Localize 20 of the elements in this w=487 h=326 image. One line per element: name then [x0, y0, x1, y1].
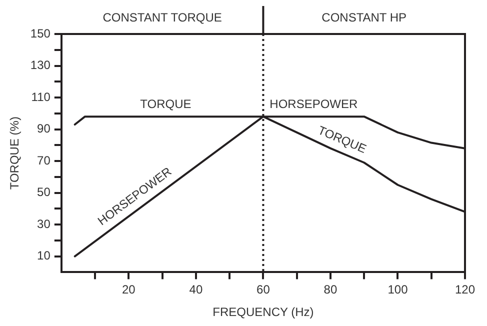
x-tick-label: 20	[122, 282, 136, 297]
x-tick-label: 40	[189, 282, 203, 297]
text: CONSTANT TORQUE	[102, 10, 222, 24]
text: CONSTANT HP	[322, 10, 407, 24]
x-axis-title: FREQUENCY (Hz)	[212, 305, 314, 320]
y-tick-label: 50	[37, 185, 51, 200]
y-axis-title: TORQUE (%)	[8, 116, 22, 190]
x-tick-label: 80	[324, 282, 338, 297]
y-tick-label: 70	[37, 153, 51, 168]
y-tick-label: 90	[37, 122, 51, 136]
y-tick-label: 30	[37, 216, 51, 231]
y-tick-label: 110	[31, 90, 51, 104]
x-tick-label: 60	[256, 282, 270, 297]
annotation: HORSEPOWER	[270, 96, 358, 111]
y-tick-label: 150	[30, 26, 51, 40]
annotation: TORQUE	[140, 96, 192, 111]
y-tick-label: 10	[37, 248, 51, 263]
x-tick-label: 120	[454, 282, 476, 297]
y-tick-label: 130	[30, 58, 51, 72]
x-tick-label: 100	[388, 282, 408, 297]
